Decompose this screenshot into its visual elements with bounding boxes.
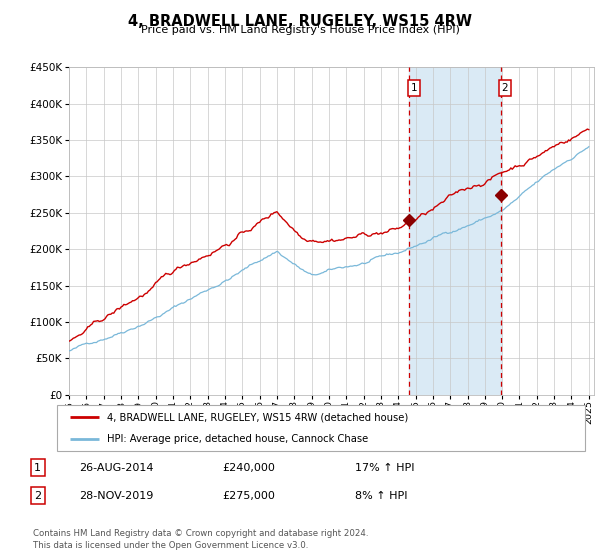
Text: £275,000: £275,000 [223, 491, 275, 501]
Text: 26-AUG-2014: 26-AUG-2014 [79, 463, 154, 473]
Text: Price paid vs. HM Land Registry's House Price Index (HPI): Price paid vs. HM Land Registry's House … [140, 25, 460, 35]
Text: 8% ↑ HPI: 8% ↑ HPI [355, 491, 408, 501]
Text: £240,000: £240,000 [223, 463, 275, 473]
Text: Contains HM Land Registry data © Crown copyright and database right 2024.
This d: Contains HM Land Registry data © Crown c… [33, 529, 368, 550]
FancyBboxPatch shape [57, 405, 585, 451]
Text: 4, BRADWELL LANE, RUGELEY, WS15 4RW (detached house): 4, BRADWELL LANE, RUGELEY, WS15 4RW (det… [107, 412, 409, 422]
Bar [409, 67, 500, 395]
Text: 4, BRADWELL LANE, RUGELEY, WS15 4RW: 4, BRADWELL LANE, RUGELEY, WS15 4RW [128, 14, 472, 29]
Text: 1: 1 [34, 463, 41, 473]
Text: 2: 2 [502, 82, 508, 92]
Text: 1: 1 [410, 82, 417, 92]
Text: 2: 2 [34, 491, 41, 501]
Text: 28-NOV-2019: 28-NOV-2019 [79, 491, 154, 501]
Text: HPI: Average price, detached house, Cannock Chase: HPI: Average price, detached house, Cann… [107, 435, 368, 444]
Text: 17% ↑ HPI: 17% ↑ HPI [355, 463, 415, 473]
